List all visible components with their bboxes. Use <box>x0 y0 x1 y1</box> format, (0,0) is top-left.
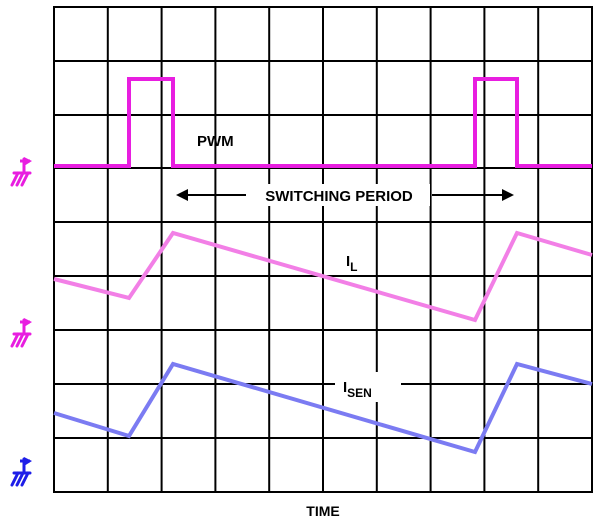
time-axis-label: TIME <box>306 503 339 519</box>
isen-label-sub: SEN <box>347 386 372 400</box>
il-label-sub: L <box>350 260 357 274</box>
il-trace <box>53 230 593 323</box>
arrow-head-right <box>502 189 514 201</box>
ground-reference-arrow-icon <box>10 457 32 487</box>
pwm-label: PWM <box>197 133 234 150</box>
il-label-main: I <box>346 253 350 270</box>
ground-reference-arrow-icon <box>10 318 32 348</box>
switching-period-arrow <box>176 189 514 201</box>
switching-period-label: SWITCHING PERIOD <box>265 188 413 205</box>
il-label: IL <box>346 253 358 274</box>
isen-label: ISEN <box>343 379 372 400</box>
il-label-bg <box>340 245 370 275</box>
isen-label-bg <box>335 372 401 402</box>
ground-reference-arrow-icon <box>10 157 32 187</box>
switching-period-label-bg <box>248 184 430 206</box>
pwm-trace <box>54 77 592 168</box>
arrow-head-left <box>176 189 188 201</box>
isen-trace <box>53 361 593 455</box>
isen-label-main: I <box>343 379 347 396</box>
